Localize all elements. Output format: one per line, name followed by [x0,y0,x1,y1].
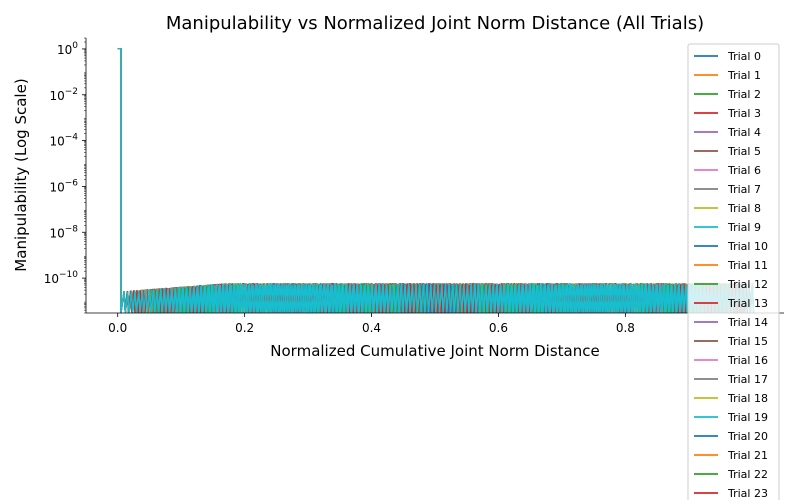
legend-label: Trial 6 [727,164,761,177]
x-tick-label: 0.4 [362,321,381,335]
series-line-trial-7 [117,48,755,314]
series-line-trial-17 [117,48,755,314]
y-tick-label: 10−8 [49,224,78,240]
series-line-trial-5 [117,48,755,314]
legend-label: Trial 18 [727,392,768,405]
series-line-trial-21 [117,48,755,314]
legend-items: Trial 0 Trial 1 Trial 2 Trial 3 Trial 4 Trial… [694,50,768,500]
legend-label: Trial 3 [727,107,761,120]
legend-label: Trial 20 [727,430,768,443]
series-line-trial-0 [117,48,755,314]
legend-label: Trial 0 [727,50,761,63]
series-line-trial-2 [117,48,755,314]
y-tick-label: 10−4 [49,133,78,149]
x-tick-label: 0.8 [616,321,635,335]
x-tick-label: 0.6 [489,321,508,335]
legend: Trial 0 Trial 1 Trial 2 Trial 3 Trial 4 Trial… [687,43,780,504]
series-line-trial-6 [117,48,755,314]
chart-title: Manipulability vs Normalized Joint Norm … [166,13,704,34]
legend-label: Trial 22 [727,468,768,481]
series-line-trial-9 [117,48,755,314]
y-tick-label: 10−2 [49,87,78,103]
x-tick-label: 0.2 [235,321,254,335]
legend-label: Trial 13 [727,297,768,310]
series-line-trial-15 [117,48,755,314]
series-layer [117,48,755,314]
y-ticks: 100 10−2 10−4 10−6 10−8 10−10 [44,37,86,314]
legend-label: Trial 7 [727,183,761,196]
legend-label: Trial 21 [727,449,768,462]
plot-area: 0.0 0.2 0.4 0.6 0.8 100 10−2 10−4 10−6 10−8 10−10 [44,37,784,335]
legend-label: Trial 8 [727,202,761,215]
legend-label: Trial 17 [727,373,768,386]
series-line-trial-8 [117,48,755,314]
legend-label: Trial 12 [727,278,768,291]
series-line-trial-4 [117,48,755,314]
series-line-trial-1 [117,48,755,314]
series-line-trial-11 [117,48,755,314]
series-line-trial-10 [117,48,755,314]
x-ticks: 0.0 0.2 0.4 0.6 0.8 [108,313,635,335]
series-line-trial-13 [117,48,755,314]
series-line-trial-22 [117,48,755,314]
series-line-trial-3 [117,48,755,314]
legend-label: Trial 11 [727,259,768,272]
legend-label: Trial 2 [727,88,761,101]
legend-label: Trial 16 [727,354,768,367]
legend-label: Trial 23 [727,487,768,500]
series-line-trial-23 [117,48,755,314]
y-axis-label: Manipulability (Log Scale) [12,78,30,271]
legend-label: Trial 5 [727,145,761,158]
legend-label: Trial 9 [727,221,761,234]
legend-label: Trial 1 [727,69,761,82]
x-axis-label: Normalized Cumulative Joint Norm Distanc… [270,342,599,360]
legend-label: Trial 4 [727,126,761,139]
legend-label: Trial 10 [727,240,768,253]
y-tick-label: 10−10 [44,270,79,286]
series-line-trial-19 [117,48,755,314]
y-tick-label: 10−6 [49,178,78,194]
y-tick-label: 100 [57,41,78,57]
series-line-trial-12 [117,48,755,314]
x-tick-label: 0.0 [108,321,127,335]
legend-label: Trial 19 [727,411,768,424]
series-line-trial-20 [117,48,755,314]
series-line-trial-14 [117,48,755,314]
series-line-trial-18 [117,48,755,314]
legend-box [687,43,780,504]
series-line-trial-16 [117,48,755,314]
legend-label: Trial 15 [727,335,768,348]
legend-label: Trial 14 [727,316,768,329]
